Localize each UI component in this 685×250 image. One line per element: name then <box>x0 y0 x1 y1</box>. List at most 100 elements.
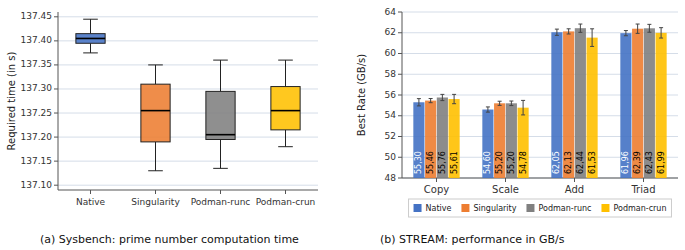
data-labels: 55,3054,6062,0561,9655,4655,2062,1362,39… <box>414 151 665 174</box>
tick-mark <box>54 16 58 17</box>
error-cap <box>647 32 651 33</box>
cap-high <box>278 60 293 61</box>
whisker-high <box>285 60 286 86</box>
error-cap <box>567 28 571 29</box>
error-cap <box>509 101 513 102</box>
tick-mark <box>54 88 58 89</box>
legend-label: Singularity <box>473 204 516 213</box>
tick-label: 62 <box>385 27 396 37</box>
tick-mark <box>398 74 402 75</box>
legend: NativeSingularityPodman-runcPodman-crun <box>409 199 672 217</box>
error-cap <box>578 32 582 33</box>
bar <box>449 99 460 178</box>
data-label: 55,30 <box>414 151 423 174</box>
tick-mark <box>220 190 221 194</box>
error-cap <box>486 106 490 107</box>
bar <box>644 28 655 178</box>
box <box>206 91 235 139</box>
data-label: 55,76 <box>438 151 447 174</box>
error-cap <box>659 27 663 28</box>
error-bar <box>555 29 559 35</box>
series <box>413 29 631 178</box>
error-cap <box>440 94 444 95</box>
box <box>141 84 170 142</box>
tick-mark <box>285 190 286 194</box>
error-cap <box>590 46 594 47</box>
grid-line <box>58 137 318 138</box>
tick-mark <box>54 113 58 114</box>
error-bar <box>578 24 582 32</box>
error-cap <box>486 112 490 113</box>
grid-line <box>402 12 678 13</box>
error-cap <box>624 35 628 36</box>
data-label: 61,99 <box>657 151 666 174</box>
tick-label: 54 <box>385 110 397 120</box>
error-line <box>454 94 455 103</box>
error-line <box>625 31 626 36</box>
error-bar <box>498 101 502 105</box>
bars <box>413 24 666 178</box>
data-label: 55,20 <box>507 151 516 174</box>
error-cap <box>521 114 525 115</box>
tick-label: 137.40 <box>21 35 53 45</box>
bar <box>551 32 562 178</box>
data-label: 55,46 <box>426 151 435 174</box>
tick-mark <box>398 95 402 96</box>
error-bar <box>452 94 456 103</box>
tick-mark <box>398 115 402 116</box>
legend-swatch <box>601 204 609 212</box>
tick-label: 137.45 <box>21 11 53 21</box>
bar <box>413 102 424 178</box>
error-cap <box>647 24 651 25</box>
y-axis-line <box>402 12 403 178</box>
error-line <box>592 29 593 47</box>
data-label: 62,05 <box>552 151 561 174</box>
error-bar <box>659 28 663 38</box>
error-line <box>556 29 557 35</box>
median <box>271 110 300 112</box>
error-cap <box>555 29 559 30</box>
tick-mark <box>643 178 644 182</box>
bar <box>587 38 598 178</box>
error-line <box>580 24 581 32</box>
error-cap <box>429 98 433 99</box>
tick-label: 60 <box>385 48 397 58</box>
bar <box>632 29 643 178</box>
caption: (a) Sysbench: prime number computation t… <box>40 233 299 246</box>
whisker-high <box>155 65 156 84</box>
median <box>206 134 235 136</box>
bar <box>482 110 493 178</box>
data-label: 54,78 <box>519 151 528 174</box>
bar <box>494 103 505 178</box>
tick-mark <box>398 12 402 13</box>
y-axis: 485052545658606264 <box>385 7 678 183</box>
box <box>271 87 300 130</box>
error-cap <box>452 94 456 95</box>
median <box>141 110 170 112</box>
grid-line <box>58 161 318 162</box>
whisker-low <box>155 142 156 171</box>
error-cap <box>521 100 525 101</box>
tick-mark <box>155 190 156 194</box>
tick-label: 52 <box>385 131 396 141</box>
median <box>76 38 105 40</box>
error-cap <box>636 24 640 25</box>
whisker-low <box>285 130 286 147</box>
y-axis: 137.10137.15137.20137.25137.30137.35137.… <box>21 11 319 190</box>
tick-label: 56 <box>385 90 397 100</box>
category-label: Podman-crun <box>256 197 316 207</box>
tick-mark <box>90 190 91 194</box>
cap-low <box>83 52 98 53</box>
tick-mark <box>54 185 58 186</box>
error-cap <box>555 35 559 36</box>
x-axis: CopyScaleAddTriad <box>424 178 656 195</box>
error-line <box>568 29 569 34</box>
data-label: 55,61 <box>450 151 459 174</box>
data-label: 62,39 <box>633 151 642 174</box>
error-bar <box>509 101 513 106</box>
data-label: 55,20 <box>495 151 504 174</box>
data-label: 62,13 <box>564 151 573 174</box>
error-cap <box>567 33 571 34</box>
tick-mark <box>54 137 58 138</box>
error-cap <box>624 30 628 31</box>
